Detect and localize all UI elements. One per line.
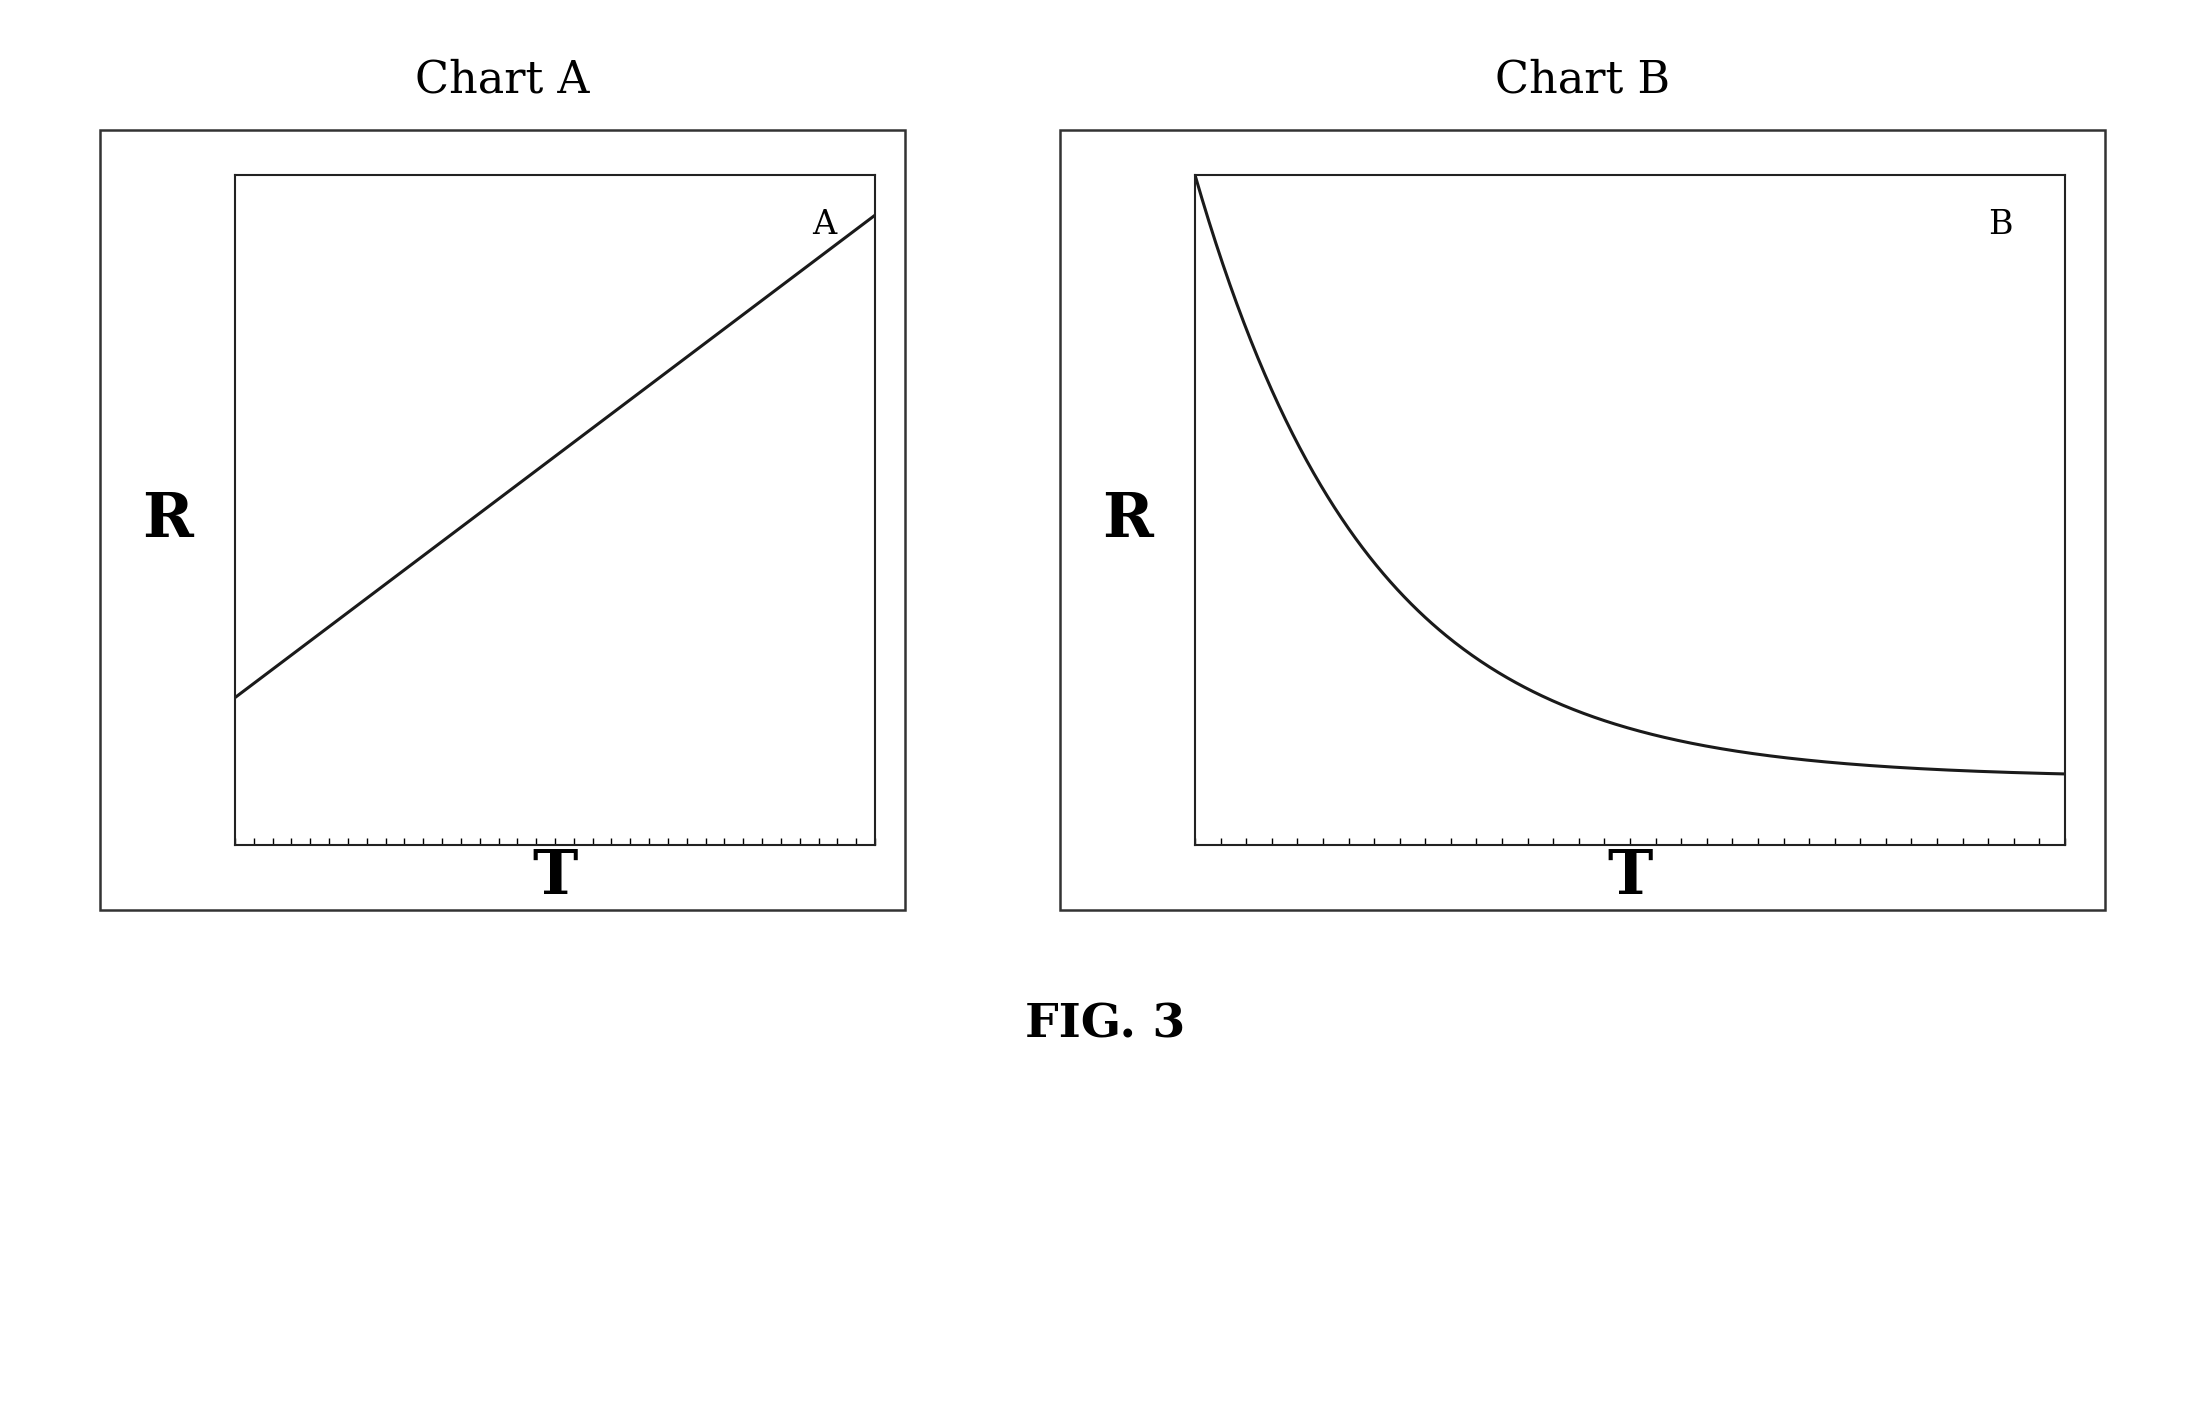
Text: B: B [1989,208,2013,240]
Text: T: T [533,847,577,908]
Text: Chart B: Chart B [1494,59,1671,101]
Bar [1061,130,2104,910]
Text: Chart A: Chart A [415,59,590,101]
Text: FIG. 3: FIG. 3 [1025,1001,1185,1047]
Text: T: T [1607,847,1653,908]
Text: R: R [1103,490,1154,550]
Bar [99,130,906,910]
Text: A: A [813,208,838,240]
Text: R: R [141,490,192,550]
